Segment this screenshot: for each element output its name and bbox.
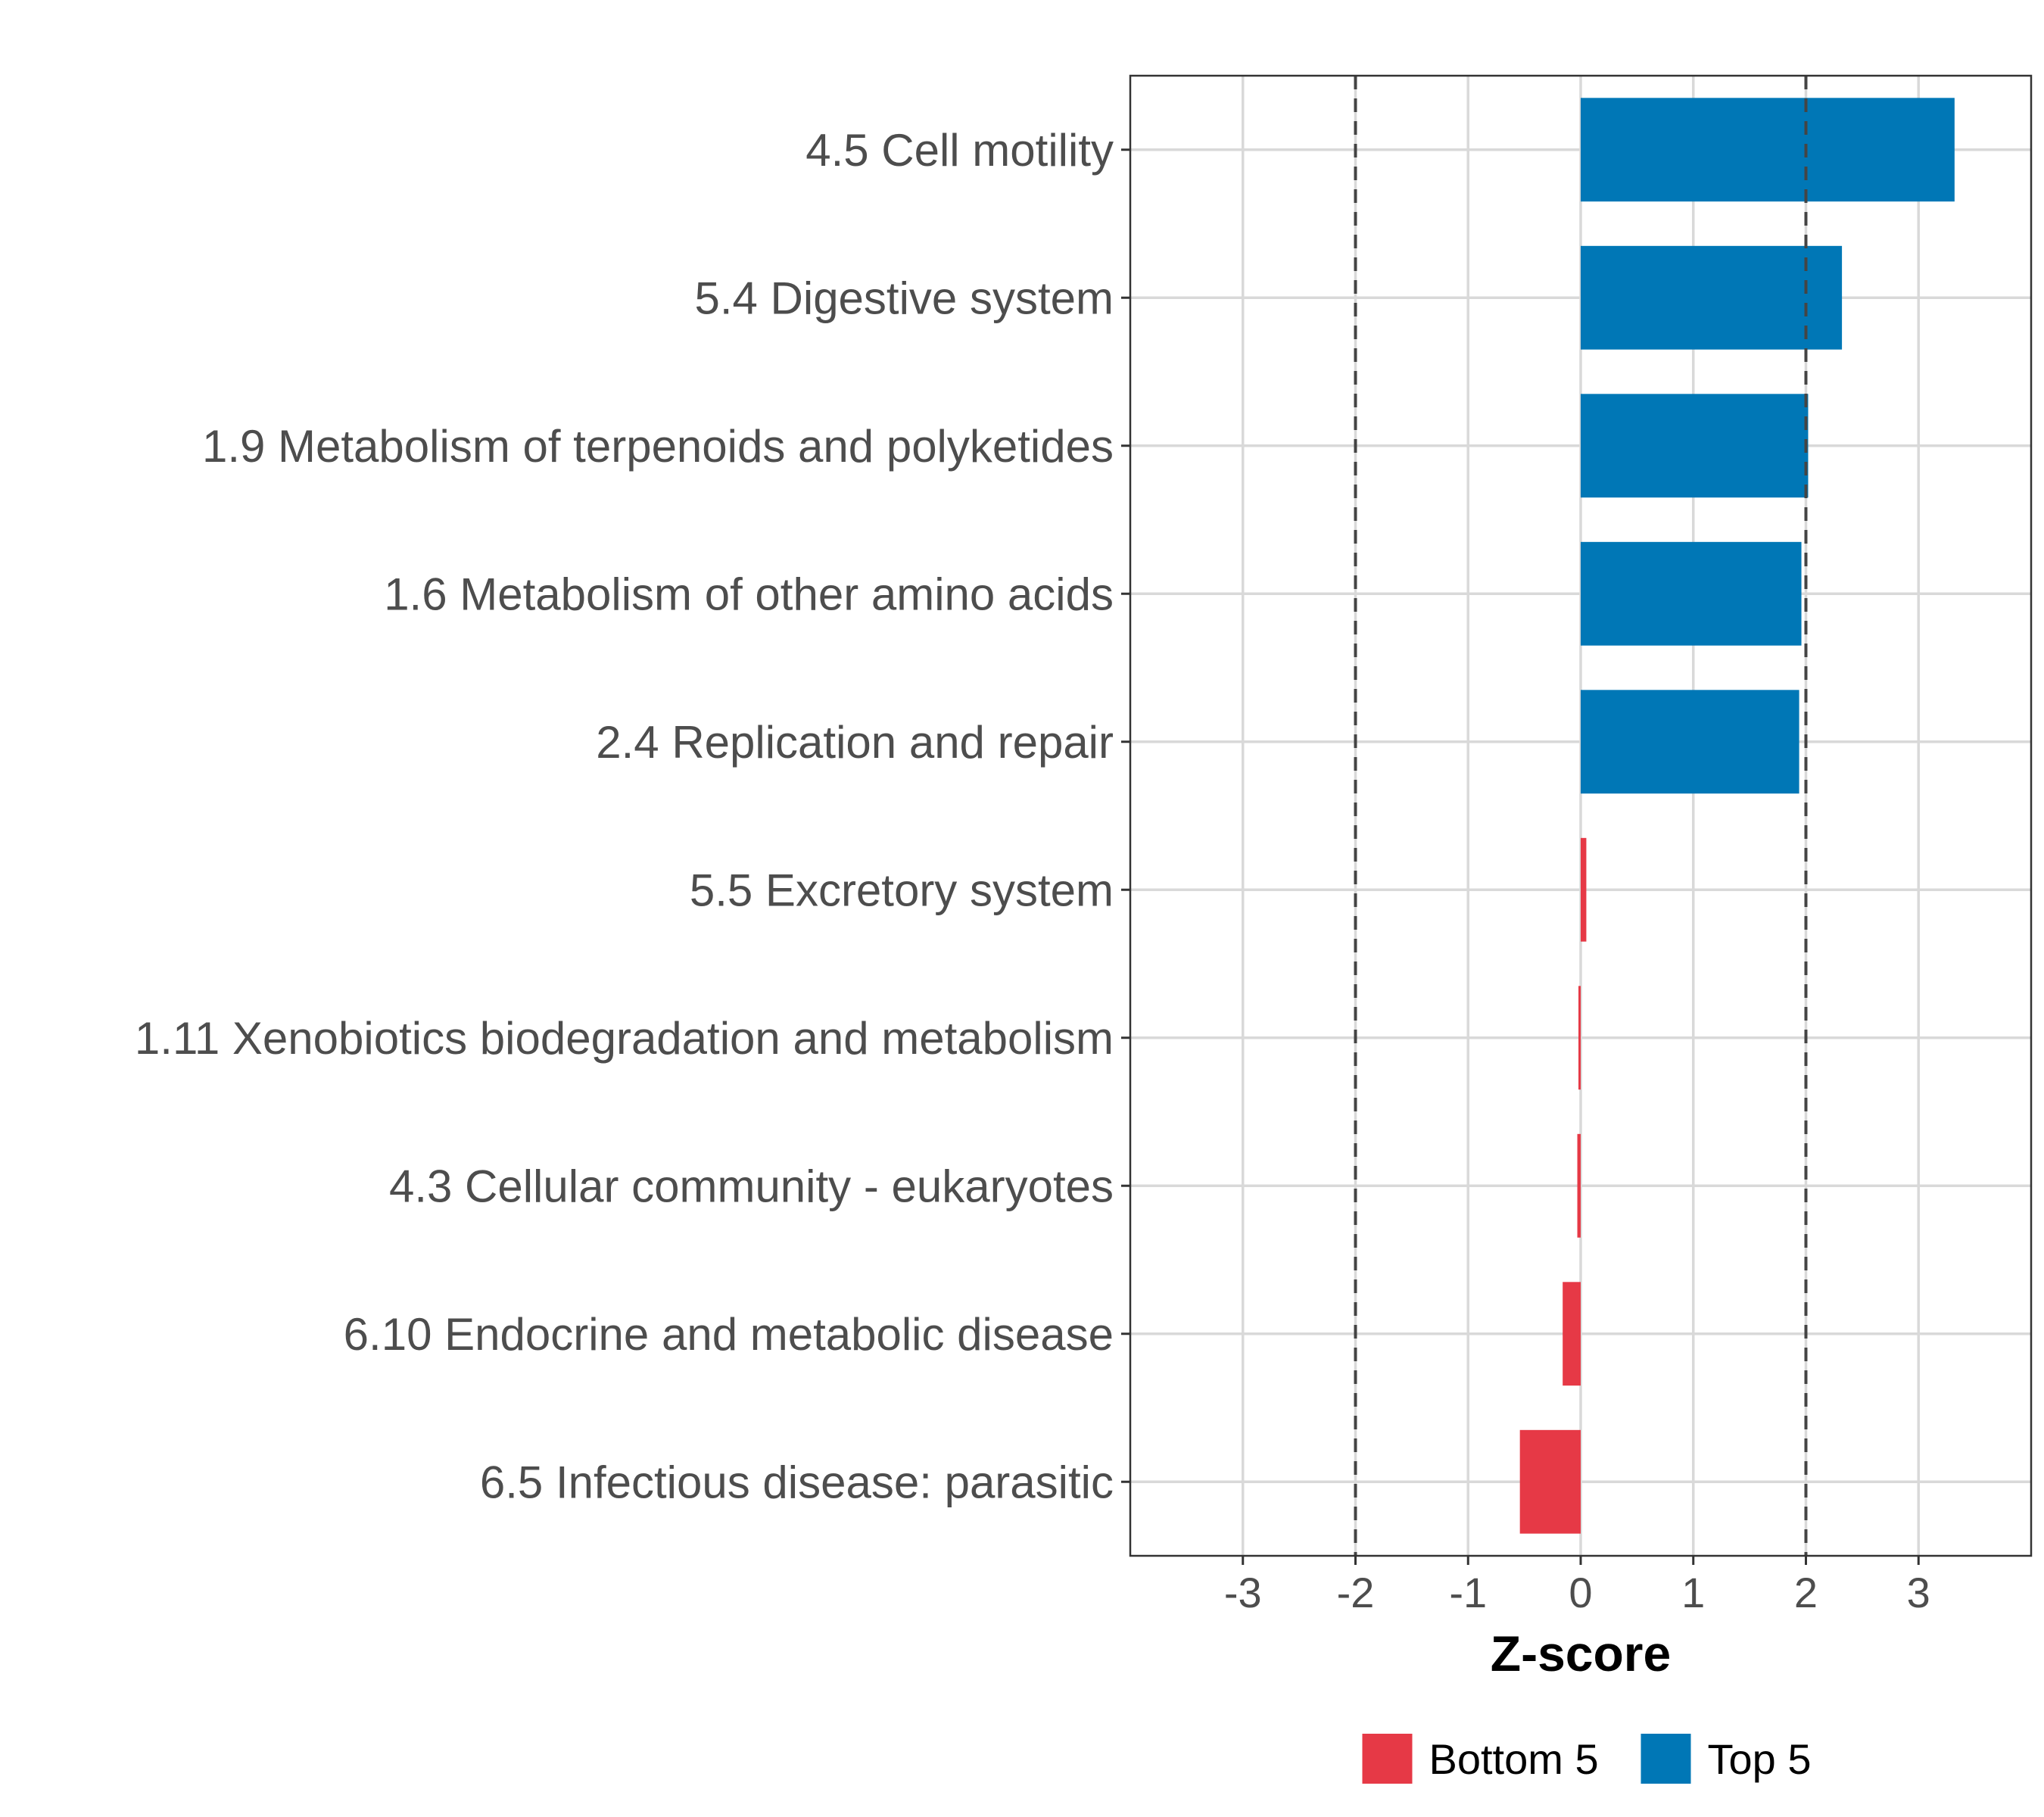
x-tick-label: -3 bbox=[1224, 1569, 1262, 1616]
category-label: 4.5 Cell motility bbox=[805, 125, 1114, 176]
category-label: 6.5 Infectious disease: parasitic bbox=[480, 1457, 1114, 1507]
category-label: 5.4 Digestive system bbox=[694, 273, 1114, 323]
x-tick-label: 2 bbox=[1794, 1569, 1818, 1616]
bar bbox=[1519, 1429, 1581, 1534]
category-label: 1.11 Xenobiotics biodegradation and meta… bbox=[135, 1013, 1114, 1064]
legend-label: Bottom 5 bbox=[1429, 1735, 1599, 1783]
x-axis-title: Z-score bbox=[1491, 1625, 1671, 1681]
category-label: 1.9 Metabolism of terpenoids and polyket… bbox=[202, 421, 1114, 472]
x-tick-label: -2 bbox=[1337, 1569, 1375, 1616]
reference-lines bbox=[1354, 76, 1808, 1556]
bar bbox=[1581, 837, 1587, 942]
legend-label: Top 5 bbox=[1708, 1735, 1812, 1783]
legend: Bottom 5 Top 5 bbox=[1362, 1734, 1812, 1784]
x-tick-label: 1 bbox=[1681, 1569, 1705, 1616]
category-label: 4.3 Cellular community - eukaryotes bbox=[389, 1161, 1114, 1211]
category-label: 6.10 Endocrine and metabolic disease bbox=[344, 1309, 1114, 1360]
x-tick-label: -1 bbox=[1449, 1569, 1487, 1616]
bar bbox=[1581, 98, 1955, 202]
legend-key bbox=[1640, 1734, 1691, 1784]
category-label: 5.5 Excretory system bbox=[690, 865, 1114, 915]
y-axis-ticks: 4.5 Cell motility 5.4 Digestive system 1.9… bbox=[135, 125, 1130, 1507]
x-tick-label: 3 bbox=[1907, 1569, 1930, 1616]
bar bbox=[1577, 1133, 1581, 1238]
legend-key bbox=[1362, 1734, 1413, 1784]
bar bbox=[1578, 986, 1581, 1090]
bar bbox=[1581, 245, 1843, 350]
x-axis-ticks: -3 -2 -1 0 1 2 3 bbox=[1224, 1556, 1930, 1616]
x-tick-label: 0 bbox=[1569, 1569, 1592, 1616]
bar bbox=[1581, 541, 1802, 646]
category-label: 2.4 Replication and repair bbox=[596, 717, 1114, 768]
bars bbox=[1519, 98, 1955, 1534]
bar bbox=[1581, 394, 1809, 498]
bar bbox=[1581, 690, 1799, 794]
bar bbox=[1563, 1282, 1581, 1386]
category-label: 1.6 Metabolism of other amino acids bbox=[384, 569, 1114, 619]
